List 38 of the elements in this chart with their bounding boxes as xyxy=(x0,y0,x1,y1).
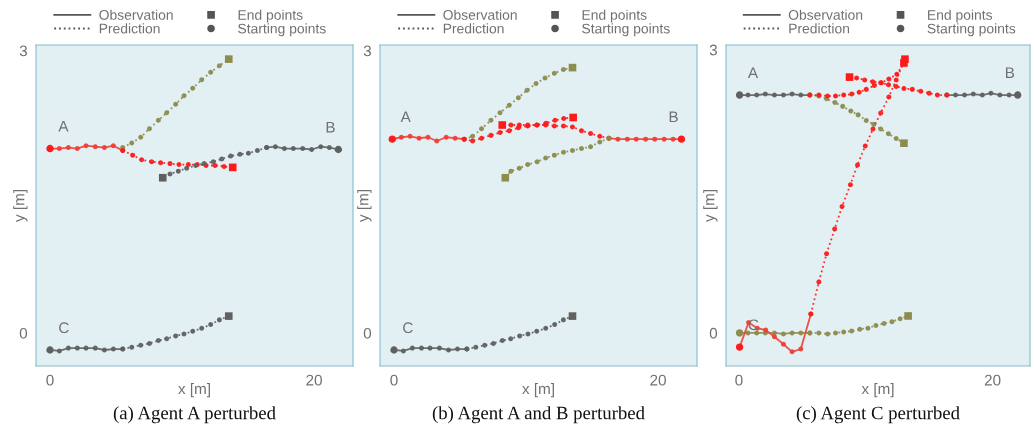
legend-label: Starting points xyxy=(927,23,1016,37)
legend-label: Starting points xyxy=(582,23,670,37)
x-tick-label: 0 xyxy=(390,374,398,386)
legend-label: Prediction xyxy=(443,23,504,34)
legend-label: End points xyxy=(582,9,647,23)
y-axis-title: y [m] xyxy=(703,190,718,223)
x-tick-label: 20 xyxy=(650,374,666,386)
y-tick-label: 3 xyxy=(363,45,371,57)
legend-label: Observation xyxy=(99,9,173,20)
x-tick-label: 0 xyxy=(46,374,54,386)
annotation: A xyxy=(58,120,69,132)
legend-label: Prediction xyxy=(789,23,850,34)
x-tick-label: 20 xyxy=(984,374,1001,386)
x-axis-title: x [m] xyxy=(861,383,894,398)
legend-label: End points xyxy=(238,9,303,23)
annotation: B xyxy=(1005,67,1015,78)
legend-label: Observation xyxy=(788,9,863,20)
text: (b) Agent A and B perturbed xyxy=(432,406,645,424)
annotation: C xyxy=(403,322,413,334)
legend-label: Prediction xyxy=(99,23,160,34)
x-tick-label: 20 xyxy=(306,374,322,386)
annotation: B xyxy=(669,111,678,123)
x-tick-label: 0 xyxy=(735,374,743,386)
y-axis-title: y [m] xyxy=(13,190,28,223)
annotation: A xyxy=(747,67,759,78)
legend-label: Starting points xyxy=(238,23,326,37)
legend-label: Observation xyxy=(443,9,517,20)
y-tick-label: 3 xyxy=(19,45,27,57)
y-tick-label: 3 xyxy=(709,44,717,56)
y-axis-title: y [m] xyxy=(357,190,372,223)
legend-label: End points xyxy=(928,9,993,23)
x-axis-title: x [m] xyxy=(522,383,554,398)
annotation: B xyxy=(326,121,335,133)
text: (c) Agent C perturbed xyxy=(796,406,960,424)
x-axis-title: x [m] xyxy=(178,383,210,398)
annotation: A xyxy=(400,111,411,123)
annotation: C xyxy=(59,322,69,334)
text: (a) Agent A perturbed xyxy=(113,406,276,424)
